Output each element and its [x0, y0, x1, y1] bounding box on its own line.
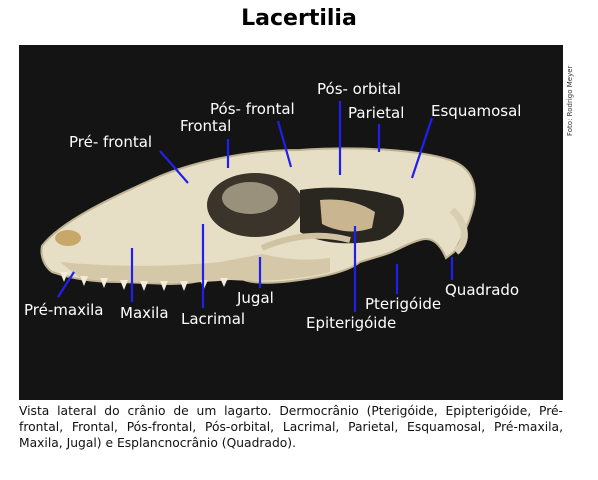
label-epiterigoide: Epiterigóide [306, 314, 397, 332]
label-pre-maxila: Pré-maxila [24, 301, 104, 319]
photo-credit: Foto: Rodrigo Meyer [566, 65, 574, 136]
lizard-skull [40, 147, 476, 291]
label-lacrimal: Lacrimal [181, 310, 246, 328]
label-pos-frontal: Pós- frontal [210, 100, 295, 118]
label-pre-frontal: Pré- frontal [69, 133, 153, 151]
label-parietal: Parietal [348, 104, 405, 122]
diagram-title: Lacertilia [241, 6, 357, 31]
label-jugal: Jugal [237, 289, 274, 307]
label-quadrado: Quadrado [445, 281, 520, 299]
label-pterigoide: Pterigóide [365, 295, 442, 313]
label-pos-orbital: Pós- orbital [317, 80, 401, 98]
figure-caption: Vista lateral do crânio de um lagarto. D… [19, 404, 563, 450]
label-esquamosal: Esquamosal [431, 102, 522, 120]
leader-pos-frontal [276, 120, 293, 168]
leader-esquamosal [410, 117, 434, 179]
label-maxila: Maxila [120, 304, 169, 322]
leader-pre-maxila [57, 271, 75, 298]
label-frontal: Frontal [180, 117, 232, 135]
leader-pre-frontal [159, 150, 189, 184]
